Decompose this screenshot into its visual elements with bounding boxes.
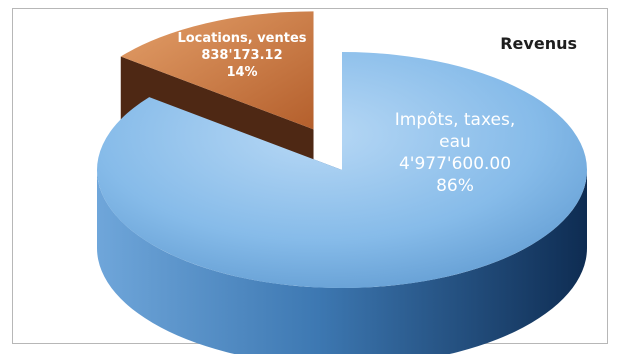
slice-name: eau bbox=[439, 132, 471, 152]
slice-label-0: Impôts, taxes, eau 4'977'600.00 86% bbox=[395, 110, 515, 196]
pie-slice-1 bbox=[120, 11, 314, 130]
slice-value: 838'173.12 bbox=[201, 48, 282, 63]
chart-title: Revenus bbox=[500, 34, 577, 53]
slice-name: Locations, ventes bbox=[177, 31, 306, 46]
pie-slice-0 bbox=[96, 52, 588, 289]
slice-label-1: Locations, ventes 838'173.12 14% bbox=[177, 31, 306, 80]
slice-percent: 86% bbox=[436, 176, 474, 196]
slice-percent: 14% bbox=[226, 65, 257, 80]
slice-value: 4'977'600.00 bbox=[399, 154, 511, 174]
slice-name: Impôts, taxes, bbox=[395, 110, 515, 130]
